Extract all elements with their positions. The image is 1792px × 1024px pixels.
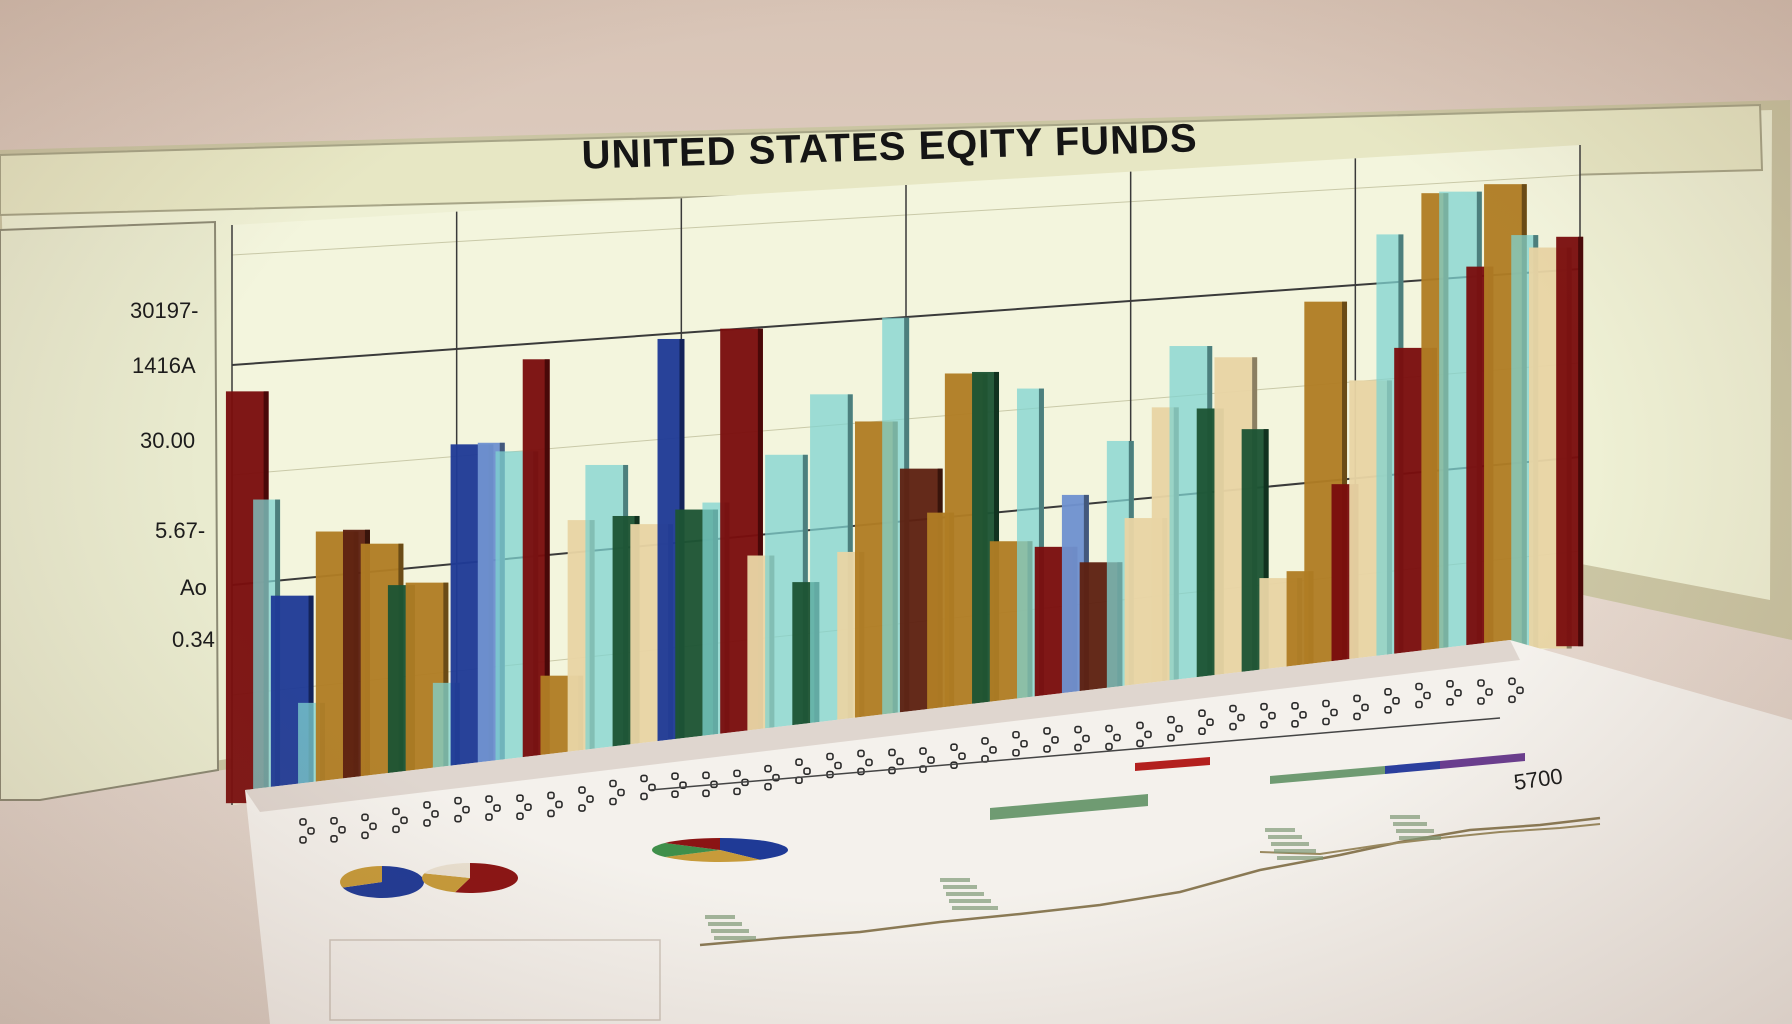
mini-histogram-bar bbox=[708, 922, 742, 926]
x-tick-glyph bbox=[485, 795, 501, 821]
bar bbox=[1556, 236, 1584, 647]
report-sheet-shadow bbox=[245, 640, 1520, 812]
mini-pie-slice bbox=[342, 866, 424, 898]
mini-histogram-bar bbox=[943, 885, 977, 889]
y-tick-label: Ao bbox=[180, 575, 207, 600]
x-tick-glyph bbox=[1105, 724, 1121, 751]
x-tick-glyph bbox=[919, 747, 935, 773]
mini-pie-slice bbox=[652, 842, 720, 858]
legend-swatch-red bbox=[1135, 757, 1210, 771]
mini-histogram-bar bbox=[1390, 815, 1420, 819]
x-tick-glyph bbox=[1043, 727, 1059, 753]
x-tick-glyph bbox=[609, 779, 625, 806]
x-tick-glyph bbox=[1508, 677, 1524, 704]
mini-histogram-bar bbox=[1274, 849, 1316, 853]
y-tick-label: 0.34 bbox=[172, 627, 215, 652]
x-tick-glyph bbox=[1291, 702, 1307, 728]
mini-histogram-bar bbox=[705, 915, 735, 919]
x-tick-glyph bbox=[1167, 715, 1183, 742]
report-sheet-decor: 5700 bbox=[329, 717, 1601, 1021]
mini-histogram-bar bbox=[949, 899, 991, 903]
x-tick-glyph bbox=[1384, 688, 1400, 714]
mini-histogram-bar bbox=[1393, 822, 1427, 826]
y-tick-label: 30.00 bbox=[140, 428, 195, 453]
x-tick-glyph bbox=[1353, 694, 1369, 721]
bar-side bbox=[1578, 236, 1584, 647]
x-tick-glyph bbox=[1260, 702, 1276, 729]
x-tick-glyphs bbox=[299, 677, 1524, 844]
x-tick-glyph bbox=[1074, 725, 1090, 752]
x-tick-glyph bbox=[330, 816, 346, 843]
mini-histogram-bar bbox=[952, 906, 998, 910]
legend-swatch-purple bbox=[1440, 753, 1525, 769]
x-tick-glyph bbox=[1012, 730, 1028, 757]
y-tick-label: 1416A bbox=[132, 353, 196, 378]
sheet-box bbox=[329, 939, 661, 1021]
mini-histogram-bar bbox=[1399, 836, 1441, 840]
bar-side bbox=[443, 582, 449, 782]
legend-swatch-green bbox=[1270, 766, 1385, 784]
x-tick-glyph bbox=[547, 791, 563, 818]
bar-side bbox=[544, 359, 550, 769]
x-tick-glyph bbox=[1322, 699, 1338, 726]
mini-histogram-bar bbox=[1268, 835, 1302, 839]
legend-swatch-blue bbox=[1385, 761, 1440, 774]
x-tick-glyph bbox=[1415, 682, 1431, 709]
x-tick-glyph bbox=[1198, 709, 1214, 736]
mini-pie-slice bbox=[664, 838, 720, 850]
x-tick-glyph bbox=[764, 764, 780, 791]
x-tick-glyph bbox=[1446, 680, 1462, 706]
x-tick-glyph bbox=[423, 801, 439, 827]
y-tick-label: 30197- bbox=[130, 298, 199, 323]
mini-pie-slice bbox=[720, 838, 788, 860]
bar-side bbox=[308, 595, 314, 798]
mini-pie-slice bbox=[421, 873, 470, 893]
x-tick-glyph bbox=[950, 743, 966, 769]
report-sheet-paper bbox=[245, 640, 1792, 1024]
x-tick-glyph bbox=[1136, 721, 1152, 748]
mini-histogram-bar bbox=[946, 892, 984, 896]
x-tick-glyph bbox=[392, 807, 408, 834]
y-axis-panel: 30197- 1416A 30.00 5.67- Ao 0.34 bbox=[0, 220, 220, 801]
mini-pie-slice bbox=[664, 850, 760, 863]
mini-histogram-bar bbox=[1265, 828, 1295, 832]
mini-histogram-bar bbox=[1277, 856, 1323, 860]
sheet-rule bbox=[649, 717, 1501, 791]
mini-pie-slice bbox=[424, 863, 470, 878]
x-tick-glyph bbox=[671, 772, 687, 798]
sparkline bbox=[699, 816, 1601, 947]
mini-histogram-bar bbox=[711, 929, 749, 933]
x-tick-glyph bbox=[516, 794, 532, 820]
x-tick-glyph bbox=[361, 813, 377, 840]
bar-side bbox=[1263, 429, 1269, 684]
x-tick-glyph bbox=[578, 786, 594, 812]
mini-pie-slice bbox=[339, 866, 382, 888]
x-tick-glyph bbox=[299, 818, 315, 844]
report-sheet bbox=[245, 640, 1792, 1024]
x-tick-glyph bbox=[454, 796, 470, 823]
progress-strip-green bbox=[990, 794, 1148, 820]
mini-histogram-bar bbox=[1396, 829, 1434, 833]
mini-histogram-bar bbox=[714, 936, 756, 940]
mini-histogram-bar bbox=[940, 878, 970, 882]
x-tick-glyph bbox=[1229, 704, 1245, 731]
mini-pie-slice bbox=[455, 863, 518, 893]
bar-side bbox=[757, 328, 763, 745]
y-tick-label: 5.67- bbox=[155, 518, 205, 543]
x-tick-glyph bbox=[1477, 679, 1493, 705]
bars-group bbox=[225, 184, 1584, 804]
mini-histogram-bar bbox=[1271, 842, 1309, 846]
